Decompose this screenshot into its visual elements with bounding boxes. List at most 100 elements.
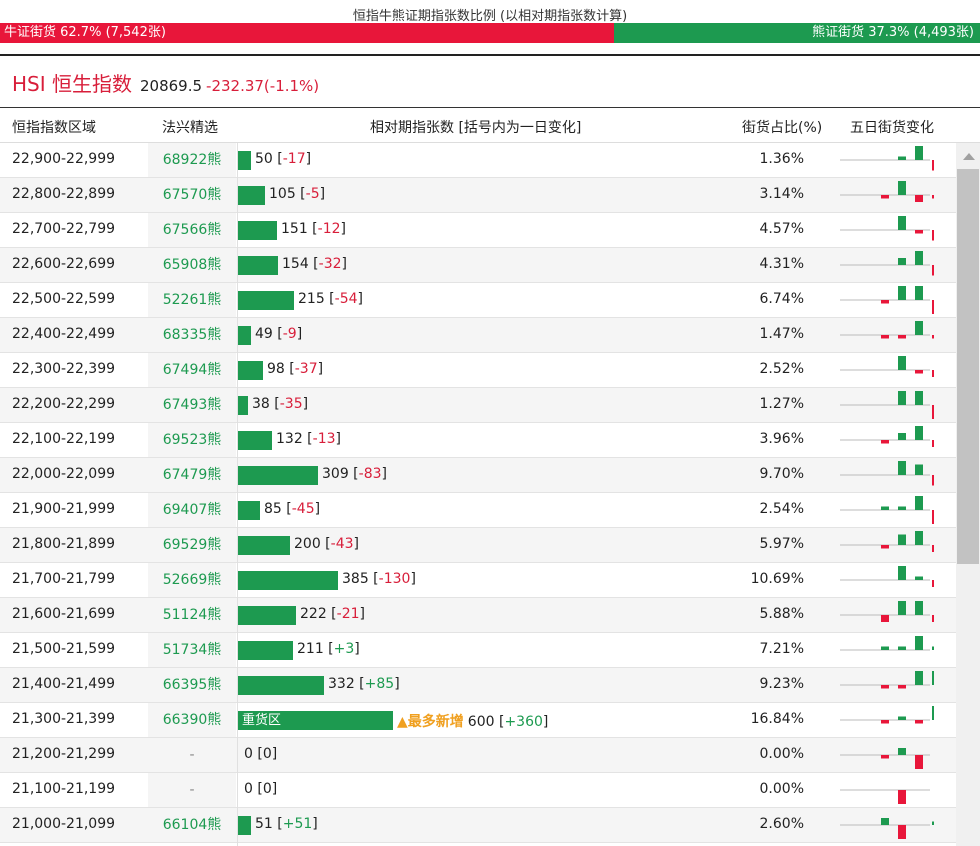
contracts-bar [238,606,296,625]
daily-change: +85 [364,676,395,692]
trend-bar [881,545,889,549]
scroll-thumb[interactable] [957,169,979,564]
contracts-number: 49 [255,326,273,342]
trend-bar [898,461,906,475]
warrant-code-link[interactable]: 68922熊 [148,143,236,177]
contracts-number: 309 [322,466,349,482]
index-price: 20869.5 [140,77,203,95]
daily-change: -130 [378,571,411,587]
trend-bar [898,335,906,339]
daily-change: -35 [279,396,303,412]
trend-bar [898,716,906,720]
warrant-code-link[interactable]: 66390熊 [148,703,236,737]
daily-change: -37 [294,361,318,377]
header-range: 恒指指数区域 [12,120,96,136]
bull-bear-ratio-bar: 牛证街货 62.7% (7,542张) 熊证街货 37.3% (4,493张) [0,23,980,43]
index-range: 21,300-21,399 [12,711,116,727]
index-range: 21,100-21,199 [12,781,116,797]
share-percent: 0.00% [759,781,804,797]
warrant-code-link[interactable]: 69407熊 [148,493,236,527]
warrant-code-link[interactable]: 52261熊 [148,283,236,317]
warrant-code-link[interactable]: 66104熊 [148,808,236,842]
contracts-number: 105 [269,186,296,202]
daily-change: -83 [358,466,382,482]
trend-bar [915,755,923,769]
contracts-bar [238,151,251,170]
warrant-code-link[interactable]: 67493熊 [148,388,236,422]
trend-bar [915,286,923,300]
five-day-trend-chart [840,706,934,724]
warrant-code-link[interactable]: 68335熊 [148,318,236,352]
trend-bar [932,370,934,377]
contracts-number: 222 [300,606,327,622]
trend-bar [915,601,923,615]
trend-bar [932,335,934,339]
trend-bar [881,335,889,339]
warrant-code-link[interactable]: 66395熊 [148,668,236,702]
daily-change: -13 [312,431,336,447]
daily-change: 0 [262,781,272,797]
warrant-code-link[interactable]: 69523熊 [148,423,236,457]
warrant-code-link[interactable]: 65908熊 [148,248,236,282]
contracts-value: 0 [0] [244,746,278,762]
warrant-code-link: - [148,773,236,807]
contracts-number: 600 [467,714,495,730]
daily-change: -54 [334,291,358,307]
trend-bar [898,790,906,804]
contracts-bar [238,466,318,485]
index-range: 22,400-22,499 [12,326,116,342]
five-day-trend-chart [840,531,934,552]
table-row: 21,800-21,899 69529熊 200 [-43] 5.97% [0,528,956,563]
warrant-code-link[interactable]: 52669熊 [148,563,236,597]
header-trend: 五日街货变化 [850,120,934,136]
share-percent: 16.84% [750,711,804,727]
contracts-bar [238,571,338,590]
trend-bar [915,230,923,234]
daily-change: -43 [330,536,354,552]
contracts-value: 222 [-21] [300,606,365,622]
index-range: 21,900-21,999 [12,501,116,517]
contracts-value: 309 [-83] [322,466,387,482]
five-day-trend-chart [840,818,934,839]
share-percent: 2.54% [759,501,804,517]
heavy-zone-label: 重货区 [242,713,282,728]
contracts-bar [238,186,265,205]
five-day-trend-chart [840,461,934,486]
contracts-value: 154 [-32] [282,256,347,272]
daily-change: +3 [333,641,355,657]
warrant-code-link[interactable]: 67494熊 [148,353,236,387]
vertical-scrollbar[interactable] [956,143,980,846]
contracts-value: 215 [-54] [298,291,363,307]
share-percent: 3.14% [759,186,804,202]
trend-bar [932,615,934,622]
trend-bar [932,405,934,419]
table-row: 21,700-21,799 52669熊 385 [-130] 10.69% [0,563,956,598]
trend-bar [881,818,889,825]
contracts-bar [238,536,290,555]
scroll-up-icon[interactable] [963,153,975,160]
share-percent: 1.27% [759,396,804,412]
trend-bar [898,748,906,755]
trend-bar [932,545,934,552]
warrant-code-link[interactable]: 67566熊 [148,213,236,247]
contracts-bar [238,501,260,520]
five-day-trend-chart [840,286,934,314]
header-warrant: 法兴精选 [162,120,218,136]
warrant-code-link[interactable]: 51124熊 [148,598,236,632]
index-range: 21,700-21,799 [12,571,116,587]
table-row: 22,700-22,799 67566熊 151 [-12] 4.57% [0,213,956,248]
table-row: 21,600-21,699 51124熊 222 [-21] 5.88% [0,598,956,633]
warrant-code-link[interactable]: 51734熊 [148,633,236,667]
warrant-code-link[interactable]: 67479熊 [148,458,236,492]
warrant-code-link[interactable]: 69529熊 [148,528,236,562]
trend-bar [898,685,906,689]
share-percent: 1.36% [759,151,804,167]
daily-change: 0 [262,746,272,762]
index-range: 22,100-22,199 [12,431,116,447]
trend-bar [932,821,934,825]
trend-bar [932,646,934,650]
five-day-trend-chart [840,391,934,419]
warrant-code-link[interactable]: 67570熊 [148,178,236,212]
contracts-value: 0 [0] [244,781,278,797]
cbbc-table-body: 22,900-22,999 68922熊 50 [-17] 1.36% 22,800-2… [0,143,956,843]
